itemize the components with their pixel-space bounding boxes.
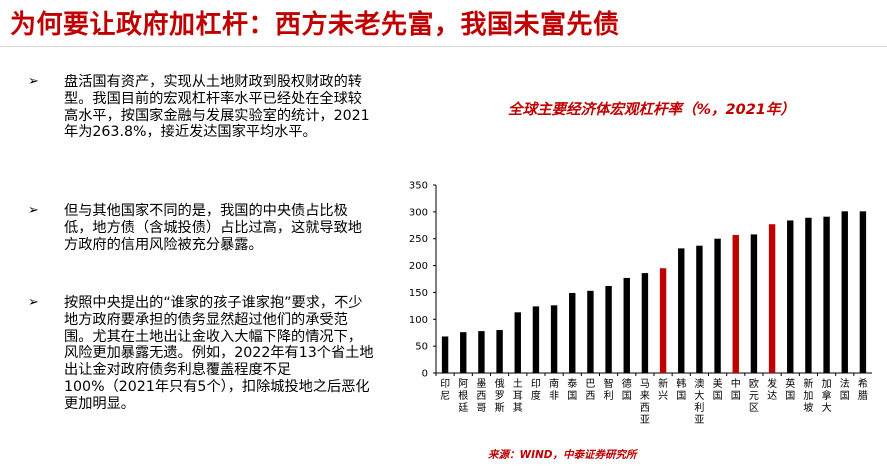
x-tick-label: 墨西哥 — [476, 378, 486, 414]
x-tick-label: 印度 — [531, 378, 541, 402]
x-tick-label: 法国 — [840, 377, 850, 402]
x-tick-label: 泰国 — [567, 377, 577, 402]
arrow-bullet-icon: ➢ — [28, 295, 39, 310]
bar-17 — [750, 234, 758, 373]
bar-12 — [659, 268, 667, 373]
x-tick-label: 德国 — [622, 377, 632, 402]
bar-7 — [569, 292, 576, 373]
bar-4 — [514, 312, 521, 373]
bar-1 — [460, 332, 467, 373]
arrow-bullet-icon: ➢ — [28, 203, 39, 218]
bullet-text: 按照中央提出的“谁家的孩子谁家抱”要求，不少地方政府要承担的债务显然超过他们的承… — [64, 295, 374, 412]
y-tick-label: 300 — [409, 207, 428, 218]
bar-20 — [805, 217, 812, 373]
x-tick-label: 俄罗斯 — [495, 378, 505, 414]
bar-0 — [441, 336, 449, 373]
arrow-bullet-icon: ➢ — [28, 74, 39, 89]
bullet-item: ➢ 盘活国有资产，实现从土地财政到股权财政的转型。我国目前的宏观杠杆率水平已经处… — [28, 74, 375, 141]
x-tick-label: 新兴 — [658, 377, 668, 402]
bar-22 — [841, 211, 848, 373]
x-tick-label: 澳大利亚 — [694, 377, 704, 426]
x-tick-label: 发达 — [767, 377, 777, 402]
x-tick-label: 印尼 — [440, 378, 450, 402]
x-tick-label: 美国 — [713, 377, 723, 402]
bar-14 — [696, 245, 703, 373]
x-tick-label: 巴西 — [585, 378, 595, 402]
y-tick-label: 150 — [409, 288, 428, 299]
x-tick-label: 土耳其 — [513, 377, 523, 414]
bar-16 — [732, 234, 739, 373]
bullet-text: 但与其他国家不同的是，我国的中央债占比极低，地方债（含城投债）占比过高，这就导致… — [64, 203, 362, 253]
bar-13 — [678, 248, 685, 373]
bar-10 — [623, 277, 630, 373]
bullet-item: ➢ 按照中央提出的“谁家的孩子谁家抱”要求，不少地方政府要承担的债务显然超过他们… — [28, 295, 375, 413]
y-tick-label: 100 — [409, 315, 428, 326]
bar-3 — [496, 330, 503, 373]
x-tick-label: 新加坡 — [803, 377, 813, 414]
y-tick-label: 350 — [409, 181, 428, 192]
bar-21 — [823, 216, 830, 373]
bar-2 — [478, 331, 485, 373]
x-tick-label: 希腊 — [858, 377, 868, 402]
chart-title: 全球主要经济体宏观杠杆率（%，2021年） — [508, 102, 795, 118]
bar-15 — [714, 238, 721, 373]
bar-19 — [787, 220, 794, 373]
bar-5 — [532, 306, 540, 373]
title-divider — [0, 46, 887, 47]
bar-9 — [605, 285, 612, 373]
x-tick-label: 中国 — [731, 377, 741, 402]
y-tick-label: 200 — [409, 261, 428, 272]
y-tick-label: 50 — [415, 342, 428, 353]
bar-6 — [550, 305, 558, 373]
y-tick-label: 0 — [422, 369, 428, 380]
bar-11 — [641, 273, 649, 373]
bar-23 — [859, 211, 867, 373]
y-tick-label: 250 — [409, 234, 428, 245]
x-tick-label: 欧元区 — [749, 378, 759, 414]
x-tick-label: 智利 — [604, 377, 614, 402]
x-tick-label: 英国 — [785, 377, 795, 402]
page-title: 为何要让政府加杠杆：西方未老先富，我国未富先债 — [10, 10, 620, 40]
source-note: 来源：WIND，中泰证券研究所 — [488, 449, 637, 461]
x-tick-label: 韩国 — [676, 377, 686, 402]
bar-18 — [768, 224, 776, 373]
x-tick-label: 南非 — [549, 377, 559, 402]
bullet-text: 盘活国有资产，实现从土地财政到股权财政的转型。我国目前的宏观杠杆率水平已经处在全… — [64, 74, 370, 141]
x-tick-label: 马来西亚 — [640, 378, 650, 426]
x-tick-label: 加拿大 — [822, 378, 832, 414]
bar-8 — [587, 290, 594, 373]
bullet-item: ➢ 但与其他国家不同的是，我国的中央债占比极低，地方债（含城投债）占比过高，这就… — [28, 203, 375, 253]
x-tick-label: 阿根廷 — [458, 378, 468, 414]
